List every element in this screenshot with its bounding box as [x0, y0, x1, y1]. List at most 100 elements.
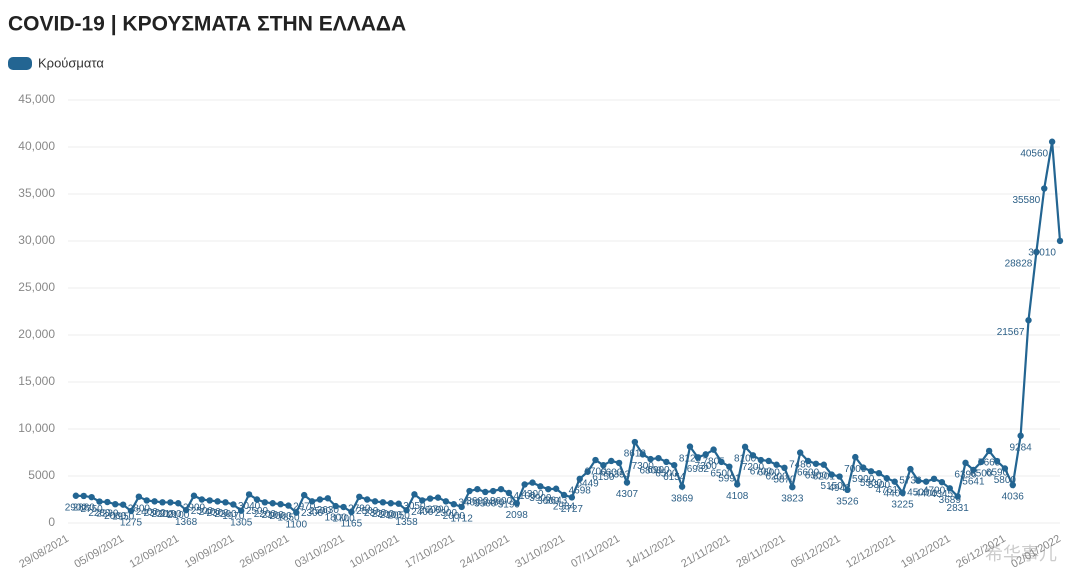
watermark: 希华事儿: [985, 544, 1057, 564]
data-label: 4761: [876, 485, 899, 496]
chart-title: COVID-19 | ΚΡΟΥΣΜΑΤΑ ΣΤΗΝ ΕΛΛΑΔΑ: [8, 13, 406, 36]
data-label: 2300: [206, 508, 229, 519]
data-label: 2400: [199, 507, 222, 518]
data-label: 3300: [474, 499, 497, 510]
data-point: [757, 456, 765, 464]
data-point: [308, 498, 316, 505]
data-point: [702, 451, 709, 458]
data-point: [592, 456, 599, 464]
data-label: 2300: [435, 508, 458, 519]
data-label: 6500: [970, 469, 993, 480]
data-point: [482, 488, 489, 496]
data-point: [600, 461, 607, 469]
data-label: 30010: [1028, 248, 1056, 259]
data-label: 5736: [899, 476, 922, 487]
data-point: [419, 497, 426, 504]
data-point: [655, 454, 662, 462]
data-point: [718, 458, 725, 466]
data-label: 6200: [765, 471, 788, 482]
data-point: [891, 478, 898, 485]
data-label: 2630: [317, 505, 340, 516]
data-point: [466, 487, 473, 495]
data-label: 2500: [309, 506, 332, 517]
data-point: [293, 509, 300, 516]
data-point: [663, 458, 670, 466]
data-label: 5150: [821, 481, 844, 492]
x-tick-label: 12/12/2021: [844, 533, 898, 571]
y-tick-label: 15,000: [18, 374, 55, 388]
data-label: 5870: [773, 474, 796, 485]
data-point: [167, 499, 174, 506]
data-point: [970, 466, 977, 474]
data-label: 4300: [521, 489, 544, 500]
data-label: 2700: [427, 504, 450, 515]
data-label: 4400: [915, 488, 938, 499]
data-label: 7009: [844, 464, 867, 475]
data-point: [1017, 432, 1024, 439]
data-label: 7200: [742, 462, 765, 473]
data-point: [96, 498, 103, 505]
data-label: 3040: [238, 501, 261, 512]
data-point: [363, 496, 371, 503]
data-label: 1700: [332, 514, 355, 525]
data-label: 2970: [293, 502, 316, 513]
data-point: [915, 477, 922, 484]
data-point: [623, 479, 631, 486]
x-tick-label: 17/10/2021: [403, 533, 457, 571]
data-point: [765, 457, 772, 465]
data-point: [411, 491, 418, 498]
data-point: [458, 503, 465, 511]
data-label: 2200: [214, 509, 237, 520]
data-point: [608, 457, 615, 465]
data-label: 3900: [529, 493, 552, 504]
data-label: 5991: [718, 473, 741, 484]
data-point: [844, 486, 851, 494]
data-point: [119, 501, 127, 508]
y-tick-label: 25,000: [18, 280, 55, 294]
data-label: 6700: [584, 467, 607, 478]
data-point: [269, 500, 276, 507]
data-label: 6982: [687, 464, 710, 475]
data-point: [1001, 465, 1009, 472]
data-label: 7486: [789, 459, 812, 470]
data-point: [387, 500, 394, 507]
data-label: 1368: [175, 517, 198, 528]
data-point: [340, 503, 347, 511]
data-label: 2190: [159, 509, 182, 520]
data-point: [450, 501, 457, 508]
data-label: 6150: [592, 472, 615, 483]
data-point: [1009, 481, 1016, 489]
data-point: [403, 507, 410, 514]
data-point: [72, 492, 80, 499]
data-point: [395, 500, 402, 507]
data-label: 1100: [286, 519, 308, 530]
data-label: 7300: [695, 461, 718, 472]
data-point: [899, 489, 906, 496]
data-label: 2098: [506, 510, 529, 521]
data-point: [985, 447, 993, 455]
data-label: 6900: [647, 465, 670, 476]
data-point: [828, 471, 835, 478]
y-tick-label: 45,000: [18, 92, 55, 106]
data-point: [615, 459, 623, 467]
y-tick-label: 35,000: [18, 186, 55, 200]
data-label: 7805: [702, 456, 725, 467]
data-label: 3823: [781, 494, 804, 505]
data-point: [639, 451, 646, 458]
data-point: [135, 493, 143, 500]
data-label: 2727: [561, 504, 584, 515]
data-point: [741, 443, 749, 451]
x-tick-label: 10/10/2021: [348, 533, 402, 571]
data-label: 2900: [65, 502, 88, 513]
data-point: [883, 475, 890, 482]
data-label: 7665: [978, 458, 1001, 469]
data-point: [537, 483, 544, 490]
data-label: 5449: [576, 478, 599, 489]
data-label: 2100: [380, 510, 403, 521]
data-label: 9284: [1010, 442, 1033, 453]
data-point: [930, 475, 938, 483]
data-point: [796, 449, 804, 456]
x-tick-label: 19/09/2021: [183, 533, 237, 571]
data-label: 6201: [813, 471, 836, 482]
data-point: [505, 489, 513, 497]
